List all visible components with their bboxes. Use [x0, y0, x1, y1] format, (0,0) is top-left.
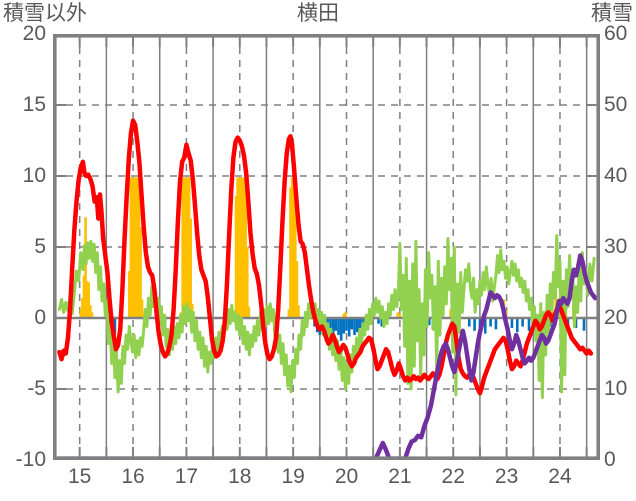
plot-area [53, 34, 600, 460]
x-tick-24: 24 [548, 465, 572, 488]
x-tick-22: 22 [441, 465, 465, 488]
y-tick-left--10: -10 [15, 448, 46, 471]
y-tick-left-15: 15 [22, 93, 46, 116]
x-tick-16: 16 [121, 465, 145, 488]
x-tick-21: 21 [388, 465, 412, 488]
y-tick-left-20: 20 [22, 22, 46, 45]
red-line [57, 118, 594, 396]
orange-bars [79, 177, 575, 318]
y-tick-right-50: 50 [604, 93, 628, 116]
y-tick-right-40: 40 [604, 164, 628, 187]
x-tick-17: 17 [174, 465, 199, 488]
y-tick-left-5: 5 [34, 235, 46, 258]
y-tick-right-20: 20 [604, 306, 628, 329]
y-tick-right-10: 10 [604, 377, 628, 400]
green-line [57, 234, 596, 400]
purple-line [57, 253, 598, 460]
y-tick-left-10: 10 [22, 164, 46, 187]
chart-title: 横田 [297, 2, 339, 25]
x-tick-23: 23 [494, 465, 519, 488]
chart-svg [53, 34, 600, 460]
y-tick-right-60: 60 [604, 22, 628, 45]
axis-frame [53, 34, 600, 460]
x-tick-18: 18 [228, 465, 252, 488]
x-tick-15: 15 [67, 465, 92, 488]
y-tick-left--5: -5 [27, 377, 46, 400]
y-tick-left-0: 0 [34, 306, 46, 329]
x-tick-19: 19 [281, 465, 305, 488]
right-axis-title: 積雪 [591, 2, 633, 25]
x-tick-20: 20 [334, 465, 359, 488]
left-axis-title: 積雪以外 [3, 2, 87, 25]
y-tick-right-0: 0 [604, 448, 616, 471]
y-tick-right-30: 30 [604, 235, 628, 258]
